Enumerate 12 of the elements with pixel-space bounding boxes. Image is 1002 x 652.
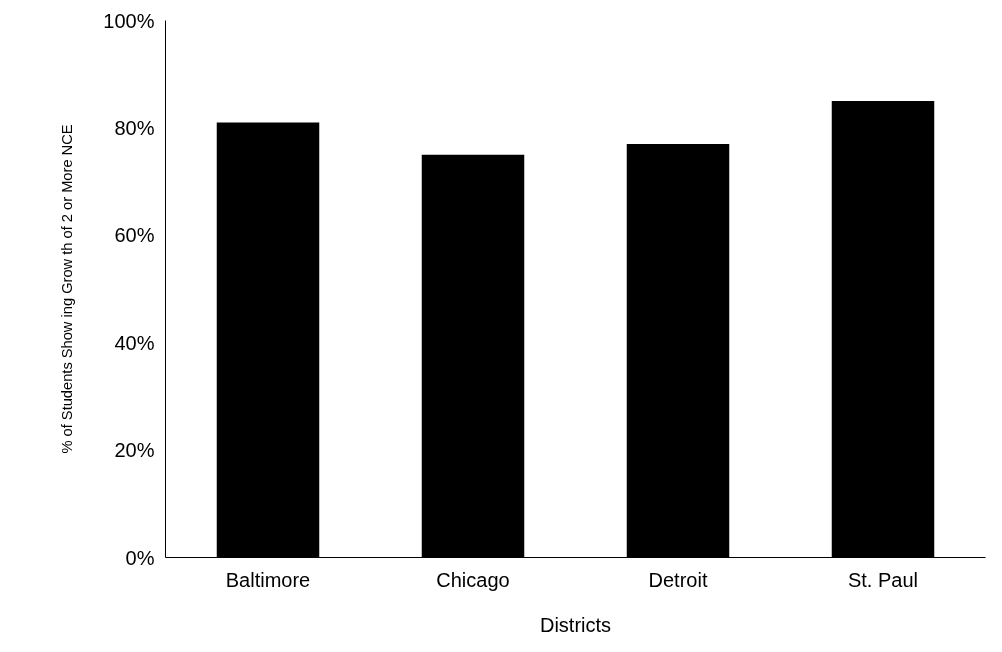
- y-tick-label: 60%: [114, 224, 155, 247]
- y-axis-title: % of Students Show ing Grow th of 2 or More NCE: [59, 124, 76, 454]
- x-tick-label: Detroit: [648, 568, 708, 591]
- y-tick-label: 40%: [114, 331, 155, 354]
- y-tick-label: 0%: [125, 546, 155, 569]
- x-tick-label: Baltimore: [225, 568, 311, 591]
- y-tick-label: 80%: [114, 116, 155, 139]
- y-tick-label: 20%: [114, 439, 155, 462]
- x-axis-title: Districts: [539, 613, 612, 636]
- x-tick-label: St. Paul: [847, 568, 919, 591]
- y-tick-label: 100%: [103, 9, 155, 32]
- x-tick-label: Chicago: [436, 568, 510, 591]
